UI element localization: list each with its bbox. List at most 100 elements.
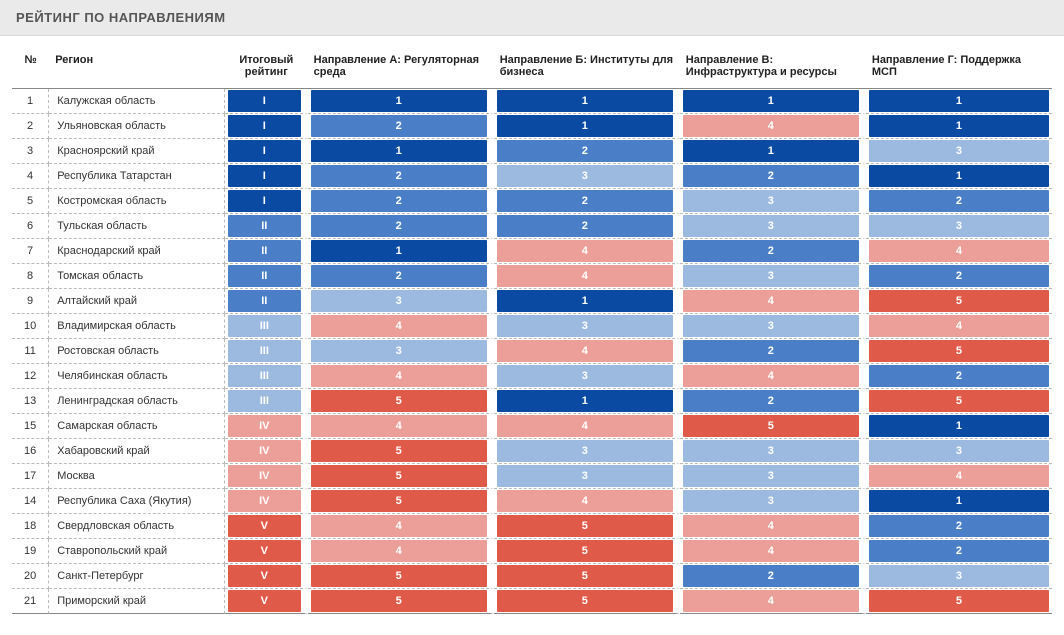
row-number: 7 [12,239,49,264]
region-name: Ставропольский край [49,539,225,564]
total-rating-value: III [228,315,301,337]
table-row: 13Ленинградская областьIII5125 [12,389,1052,414]
row-number: 12 [12,364,49,389]
direction-c-value: 3 [683,215,859,237]
region-name: Томская область [49,264,225,289]
direction-b-cell: 1 [494,389,680,414]
total-rating-cell: I [225,164,308,189]
region-name: Свердловская область [49,514,225,539]
table-row: 17МоскваIV5334 [12,464,1052,489]
total-rating-cell: II [225,214,308,239]
direction-c-cell: 3 [680,464,866,489]
total-rating-value: III [228,390,301,412]
direction-a-cell: 5 [308,464,494,489]
direction-c-value: 2 [683,165,859,187]
direction-b-value: 4 [497,340,673,362]
total-rating-value: II [228,215,301,237]
direction-c-cell: 4 [680,114,866,139]
total-rating-value: I [228,115,301,137]
direction-b-value: 3 [497,365,673,387]
region-name: Санкт-Петербург [49,564,225,589]
col-dir-a: Направление А: Регуляторная среда [308,50,494,89]
direction-b-value: 2 [497,190,673,212]
total-rating-value: IV [228,415,301,437]
table-row: 18Свердловская областьV4542 [12,514,1052,539]
direction-d-value: 2 [869,190,1049,212]
direction-b-cell: 3 [494,164,680,189]
row-number: 6 [12,214,49,239]
total-rating-value: I [228,140,301,162]
table-row: 12Челябинская областьIII4342 [12,364,1052,389]
direction-c-value: 4 [683,590,859,612]
direction-d-value: 4 [869,315,1049,337]
direction-b-value: 5 [497,590,673,612]
row-number: 11 [12,339,49,364]
direction-c-cell: 2 [680,564,866,589]
row-number: 5 [12,189,49,214]
direction-c-cell: 1 [680,89,866,114]
row-number: 21 [12,589,49,614]
direction-d-cell: 3 [866,214,1052,239]
region-name: Хабаровский край [49,439,225,464]
table-row: 7Краснодарский крайII1424 [12,239,1052,264]
row-number: 18 [12,514,49,539]
direction-b-value: 1 [497,90,673,112]
direction-c-cell: 3 [680,189,866,214]
direction-b-cell: 1 [494,289,680,314]
direction-d-value: 1 [869,115,1049,137]
row-number: 16 [12,439,49,464]
col-dir-c: Направление В: Инфраструктура и ресурсы [680,50,866,89]
total-rating-cell: V [225,564,308,589]
direction-d-cell: 1 [866,89,1052,114]
col-dir-b: Направление Б: Институты для бизнеса [494,50,680,89]
total-rating-value: I [228,165,301,187]
total-rating-cell: I [225,189,308,214]
total-rating-cell: II [225,264,308,289]
total-rating-cell: IV [225,464,308,489]
rating-table-container: № Регион Итоговый рейтинг Направление А:… [0,36,1064,622]
direction-a-value: 1 [311,140,487,162]
row-number: 1 [12,89,49,114]
page-title: РЕЙТИНГ ПО НАПРАВЛЕНИЯМ [0,0,1064,36]
direction-a-value: 5 [311,440,487,462]
direction-d-cell: 1 [866,164,1052,189]
table-row: 1Калужская областьI1111 [12,89,1052,114]
direction-c-cell: 4 [680,539,866,564]
direction-a-value: 5 [311,465,487,487]
direction-a-cell: 4 [308,514,494,539]
direction-c-cell: 2 [680,339,866,364]
direction-d-value: 1 [869,165,1049,187]
region-name: Ростовская область [49,339,225,364]
table-row: 8Томская областьII2432 [12,264,1052,289]
region-name: Красноярский край [49,139,225,164]
total-rating-cell: V [225,514,308,539]
row-number: 13 [12,389,49,414]
direction-b-value: 1 [497,290,673,312]
direction-b-value: 3 [497,465,673,487]
total-rating-cell: III [225,314,308,339]
total-rating-cell: III [225,389,308,414]
direction-c-cell: 3 [680,214,866,239]
row-number: 15 [12,414,49,439]
direction-b-cell: 3 [494,364,680,389]
direction-c-cell: 2 [680,389,866,414]
direction-b-value: 4 [497,240,673,262]
direction-a-cell: 2 [308,214,494,239]
direction-c-value: 5 [683,415,859,437]
direction-b-cell: 3 [494,439,680,464]
direction-d-value: 2 [869,365,1049,387]
total-rating-cell: V [225,539,308,564]
direction-d-cell: 3 [866,439,1052,464]
direction-a-cell: 1 [308,89,494,114]
total-rating-cell: IV [225,414,308,439]
direction-c-cell: 3 [680,314,866,339]
direction-b-cell: 4 [494,339,680,364]
col-region: Регион [49,50,225,89]
direction-a-cell: 5 [308,439,494,464]
direction-d-value: 4 [869,240,1049,262]
direction-c-value: 2 [683,565,859,587]
direction-d-value: 3 [869,565,1049,587]
direction-a-cell: 5 [308,564,494,589]
direction-c-value: 4 [683,365,859,387]
direction-b-value: 4 [497,490,673,512]
